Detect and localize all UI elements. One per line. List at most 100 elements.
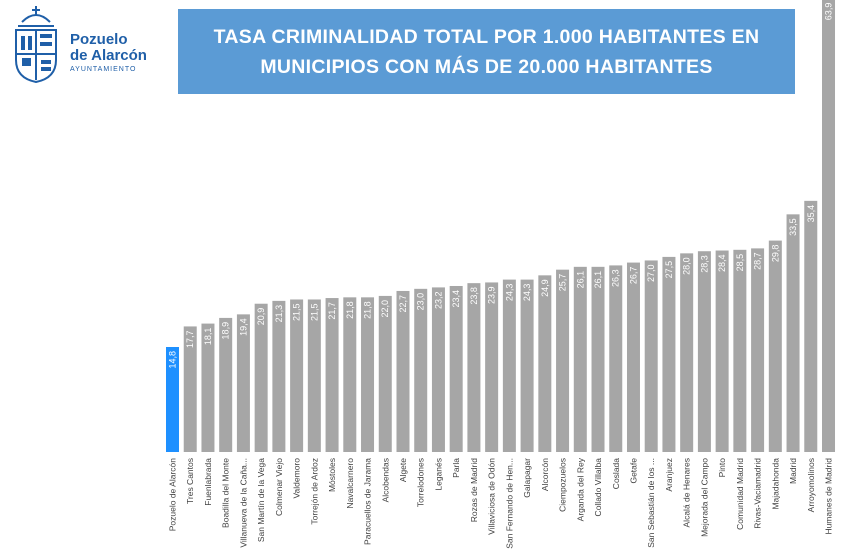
bar-34 <box>768 240 782 452</box>
category-label-13: Algete <box>398 458 408 482</box>
category-label-28: Aranjuez <box>664 458 674 492</box>
bar-value-label-18: 23,9 <box>487 286 497 304</box>
bar-28 <box>662 256 676 452</box>
category-label-22: Ciempozuelos <box>558 458 568 512</box>
bar-11 <box>361 297 375 452</box>
bar-22 <box>556 269 570 452</box>
bar-12 <box>378 295 392 452</box>
bar-6 <box>272 300 286 452</box>
bar-19 <box>502 279 516 452</box>
category-label-34: Majadahonda <box>770 458 780 510</box>
bar-8 <box>307 299 321 452</box>
bar-value-label-19: 24,3 <box>504 284 514 302</box>
bar-value-label-12: 22,0 <box>380 300 390 318</box>
bar-value-label-31: 28,4 <box>717 255 727 273</box>
bar-value-label-37: 63,9 <box>824 3 834 21</box>
bar-18 <box>485 282 499 452</box>
bar-0 <box>166 347 179 452</box>
category-label-12: Alcobendas <box>380 458 390 502</box>
bar-value-label-6: 21,3 <box>274 305 284 323</box>
bar-32 <box>733 249 747 452</box>
category-label-11: Paracuellos de Jarama <box>363 458 373 545</box>
bar-16 <box>449 285 463 452</box>
bar-value-label-0: 14,8 <box>168 351 178 369</box>
bar-value-label-11: 21,8 <box>363 301 373 319</box>
category-label-35: Madrid <box>788 458 798 484</box>
category-label-18: Villaviciosa de Odón <box>487 458 497 535</box>
bar-24 <box>591 266 605 452</box>
bar-37 <box>822 0 836 453</box>
bar-value-label-21: 24,9 <box>540 279 550 297</box>
category-label-29: Alcalá de Henares <box>682 458 692 527</box>
category-label-2: Fuenlabrada <box>203 458 213 506</box>
bar-value-label-5: 20,9 <box>256 308 266 326</box>
bar-value-label-25: 26,3 <box>611 269 621 287</box>
bar-13 <box>396 290 410 452</box>
category-label-1: Tres Cantos <box>185 458 195 504</box>
category-label-23: Arganda del Rey <box>575 457 585 521</box>
bar-29 <box>680 253 694 452</box>
bar-31 <box>715 250 729 452</box>
bar-2 <box>201 323 215 452</box>
category-label-20: Galapagar <box>522 458 532 498</box>
logo-name-line2: de Alarcón <box>70 47 147 64</box>
bar-value-label-23: 26,1 <box>575 271 585 289</box>
bar-value-label-29: 28,0 <box>682 257 692 275</box>
category-label-27: San Sebastián de los ... <box>646 458 656 548</box>
bar-23 <box>573 266 587 452</box>
category-label-0: Pozuelo de Alarcón <box>168 458 178 532</box>
bar-value-label-4: 19,4 <box>238 318 248 336</box>
category-label-31: Pinto <box>717 458 727 478</box>
bar-value-label-33: 28,7 <box>753 252 763 270</box>
bar-value-label-7: 21,5 <box>292 303 302 321</box>
category-label-33: Rivas-Vaciamadrid <box>753 458 763 529</box>
bar-value-label-34: 29,8 <box>770 245 780 263</box>
logo-subtitle: AYUNTAMIENTO <box>70 66 137 73</box>
bar-10 <box>343 297 357 452</box>
bar-35 <box>786 214 800 452</box>
bar-value-label-26: 26,7 <box>628 267 638 285</box>
bar-33 <box>751 248 765 452</box>
bar-17 <box>467 283 481 452</box>
category-label-21: Alcorcón <box>540 458 550 491</box>
bar-15 <box>431 287 445 452</box>
category-label-32: Comunidad Madrid <box>735 458 745 530</box>
category-label-4: Villanueva de la Caña... <box>238 458 248 548</box>
bar-27 <box>644 260 658 452</box>
bar-26 <box>626 262 640 452</box>
bar-5 <box>254 303 268 452</box>
chart-title-line2: MUNICIPIOS CON MÁS DE 20.000 HABITANTES <box>260 55 713 78</box>
bar-value-label-13: 22,7 <box>398 295 408 313</box>
coat-of-arms-icon <box>15 6 57 84</box>
category-label-9: Móstoles <box>327 458 337 492</box>
category-label-26: Getafe <box>628 458 638 484</box>
category-label-36: Arroyomolinos <box>806 458 816 512</box>
bar-value-label-27: 27,0 <box>646 264 656 282</box>
bar-9 <box>325 298 339 452</box>
bar-value-label-30: 28,3 <box>699 255 709 273</box>
bar-value-label-2: 18,1 <box>203 328 213 346</box>
logo-name-line1: Pozuelo <box>70 31 128 48</box>
category-label-8: Torrejón de Ardoz <box>309 458 319 525</box>
category-label-37: Humanes de Madrid <box>824 458 834 535</box>
bar-3 <box>219 317 233 452</box>
bar-value-label-8: 21,5 <box>309 303 319 321</box>
chart-title-line1: TASA CRIMINALIDAD TOTAL POR 1.000 HABITA… <box>213 25 760 48</box>
bar-value-label-10: 21,8 <box>345 301 355 319</box>
category-label-16: Parla <box>451 458 461 478</box>
logo: Pozuelo de Alarcón AYUNTAMIENTO <box>8 4 148 86</box>
category-label-25: Coslada <box>611 458 621 489</box>
category-label-30: Mejorada del Campo <box>699 458 709 537</box>
category-label-15: Leganés <box>433 458 443 491</box>
bar-value-label-9: 21,7 <box>327 302 337 320</box>
category-label-17: Rozas de Madrid <box>469 458 479 523</box>
bar-value-label-3: 18,9 <box>221 322 231 340</box>
category-label-24: Collado Villalba <box>593 458 603 517</box>
bar-value-label-28: 27,5 <box>664 261 674 279</box>
bar-value-label-14: 23,0 <box>416 293 426 311</box>
bar-1 <box>183 326 197 452</box>
category-label-14: Torrelodones <box>416 458 426 507</box>
bar-36 <box>804 200 818 452</box>
bar-value-label-24: 26,1 <box>593 271 603 289</box>
